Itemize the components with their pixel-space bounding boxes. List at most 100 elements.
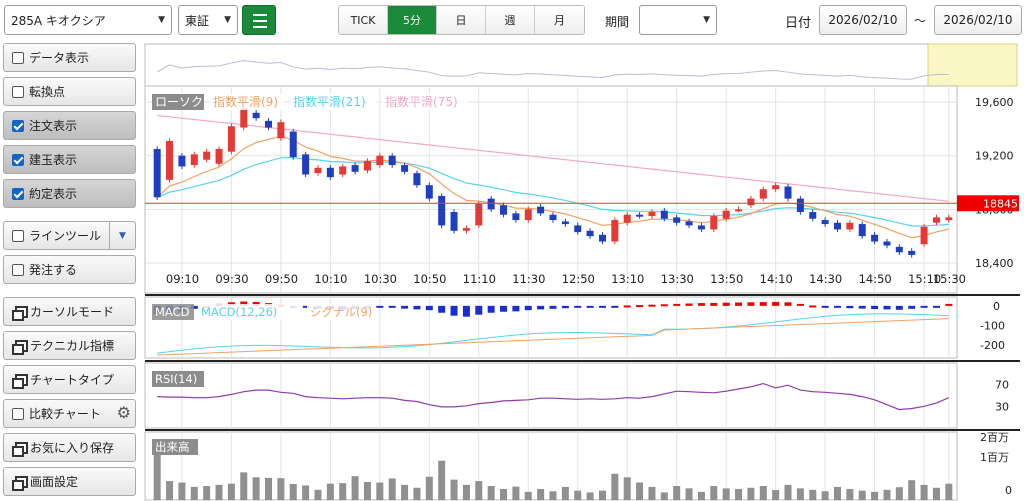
sidebar-item-2[interactable]: 注文表示: [3, 111, 136, 140]
volume-bar: [401, 484, 409, 500]
time-axis-tick: 09:50: [265, 272, 298, 286]
time-axis-tick: 11:10: [463, 272, 496, 286]
candle: [735, 209, 743, 212]
candle: [648, 212, 656, 217]
volume-bar: [932, 487, 940, 500]
macd-histogram-bar: [462, 305, 470, 317]
list-icon: [253, 14, 267, 16]
sidebar-item-3[interactable]: 建玉表示: [3, 145, 136, 174]
volume-bar: [908, 480, 916, 500]
volume-bar: [697, 491, 705, 500]
sidebar-item-6[interactable]: 発注する: [3, 255, 136, 284]
legend-chip: [152, 94, 204, 110]
volume-bar: [648, 486, 656, 500]
volume-bar: [598, 490, 606, 500]
candle: [945, 217, 953, 221]
candle: [747, 198, 755, 206]
macd-histogram-bar: [438, 305, 446, 313]
volume-bar: [388, 478, 396, 500]
exchange-select[interactable]: 東証 ▼: [178, 5, 238, 35]
volume-bar: [413, 487, 421, 500]
candle: [537, 206, 545, 214]
macd-histogram-bar: [660, 304, 668, 307]
volume-bar: [314, 489, 322, 500]
period-tab-0[interactable]: TICK: [339, 6, 388, 34]
macd-histogram-bar: [561, 305, 569, 309]
exchange-select-value: 東証: [185, 13, 210, 28]
volume-bar: [846, 488, 854, 500]
date-from-input[interactable]: 2026/02/10: [819, 5, 907, 35]
volume-bar: [277, 478, 285, 500]
macd-histogram-bar: [759, 302, 767, 306]
candle: [598, 234, 606, 242]
period-tab-3[interactable]: 週: [486, 6, 535, 34]
volume-axis-tick: 0: [1005, 484, 1012, 497]
candle: [252, 112, 260, 119]
volume-bar: [722, 488, 730, 500]
candle: [846, 222, 854, 230]
macd-histogram-bar: [945, 303, 953, 306]
macd-histogram-bar: [549, 305, 557, 309]
macd-histogram-bar: [920, 305, 928, 308]
candle: [574, 225, 582, 233]
chevron-down-icon: ▼: [703, 15, 710, 25]
legend-label: ローソク: [155, 95, 203, 109]
volume-bar: [673, 486, 681, 500]
macd-signal-line: [157, 318, 949, 356]
sidebar-item-8[interactable]: テクニカル指標: [3, 331, 136, 360]
volume-bar: [772, 490, 780, 500]
period-tab-1[interactable]: 5分: [388, 6, 437, 34]
macd-histogram-bar: [735, 302, 743, 306]
sidebar-item-12[interactable]: 画面設定: [3, 467, 136, 496]
candle: [685, 221, 693, 226]
symbol-select[interactable]: 285A キオクシア ▼: [4, 5, 172, 35]
candle: [636, 214, 644, 217]
volume-bar: [487, 486, 495, 500]
gear-icon[interactable]: ⚙: [116, 403, 131, 422]
time-axis-tick: 09:30: [215, 272, 248, 286]
candle: [277, 122, 285, 139]
list-icon: [253, 20, 267, 22]
volume-axis-tick: 2百万: [980, 431, 1009, 444]
checkbox-icon: [12, 51, 24, 64]
macd-histogram-bar: [747, 302, 755, 306]
period-tab-2[interactable]: 日: [437, 6, 486, 34]
volume-bar: [190, 486, 198, 500]
macd-histogram-bar: [586, 305, 594, 308]
window-icon: [12, 339, 28, 355]
sidebar-item-9[interactable]: チャートタイプ: [3, 365, 136, 394]
macd-histogram-bar: [932, 305, 940, 308]
list-menu-button[interactable]: [242, 5, 276, 35]
panel-2: [144, 362, 958, 429]
volume-bar: [166, 481, 174, 500]
volume-bar: [710, 486, 718, 500]
sidebar-item-label: 発注する: [29, 263, 78, 277]
sidebar-item-11[interactable]: お気に入り保存: [3, 433, 136, 462]
volume-bar: [920, 484, 928, 500]
volume-bar: [178, 482, 186, 500]
candle: [178, 155, 186, 167]
navigator-selection-handle[interactable]: [927, 43, 1018, 87]
sidebar-item-4[interactable]: 約定表示: [3, 179, 136, 208]
candle: [809, 212, 817, 219]
time-axis-tick: 14:30: [809, 272, 842, 286]
candle: [487, 198, 495, 210]
sidebar-item-5[interactable]: ラインツール ▼: [3, 221, 136, 250]
sidebar-item-7[interactable]: カーソルモード: [3, 297, 136, 326]
legend-label: 指数平滑(9): [213, 94, 278, 109]
line-tool-dropdown-icon[interactable]: ▼: [109, 222, 135, 249]
checkbox-icon: [12, 263, 24, 276]
sidebar-item-1[interactable]: 転換点: [3, 77, 136, 106]
macd-histogram-bar: [623, 305, 631, 308]
volume-bar: [574, 490, 582, 500]
candle: [265, 120, 273, 128]
volume-bar: [833, 486, 841, 500]
period-tab-4[interactable]: 月: [535, 6, 584, 34]
volume-bar: [883, 489, 891, 500]
date-to-input[interactable]: 2026/02/10: [934, 5, 1022, 35]
sidebar-item-10[interactable]: 比較チャート ⚙: [3, 399, 136, 428]
sidebar-item-0[interactable]: データ表示: [3, 43, 136, 72]
volume-bar: [685, 488, 693, 500]
range-select[interactable]: ▼: [639, 5, 717, 35]
